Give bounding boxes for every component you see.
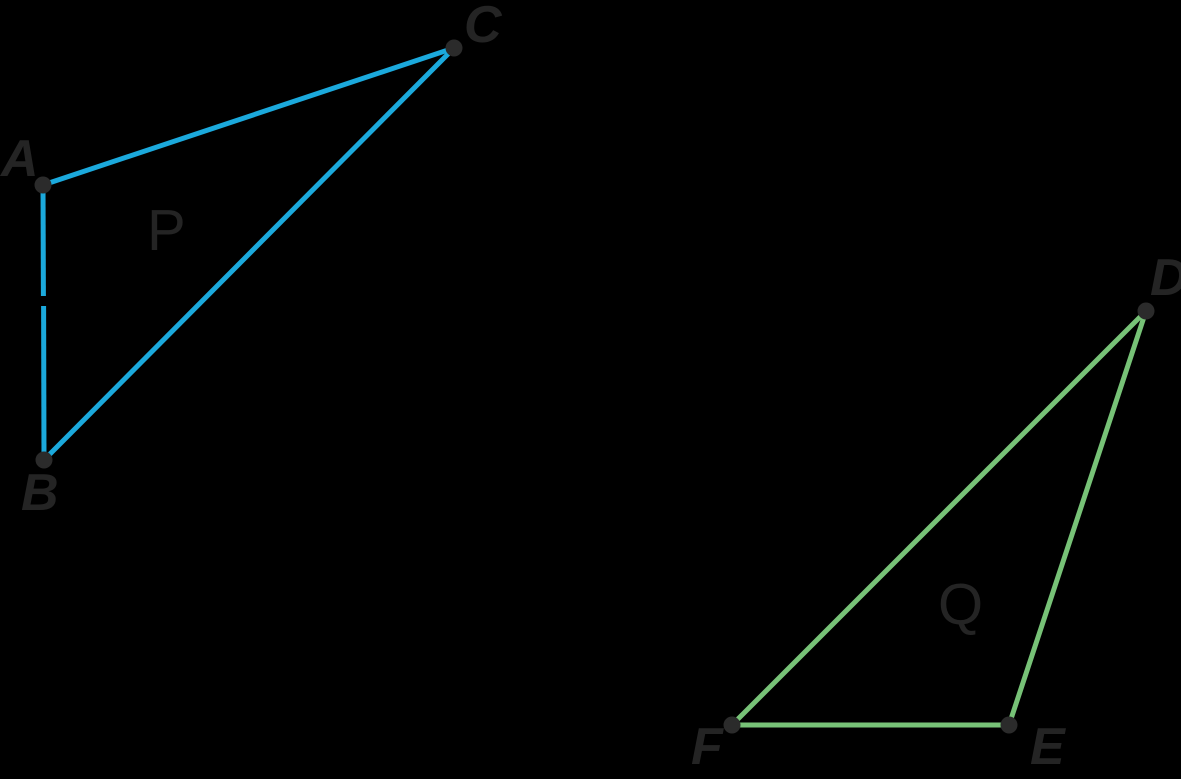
svg-text:D: D (1150, 249, 1181, 307)
svg-text:E: E (1030, 718, 1066, 776)
svg-text:C: C (464, 0, 503, 54)
svg-text:F: F (691, 718, 724, 776)
svg-text:P: P (147, 198, 186, 263)
svg-text:Q: Q (938, 572, 983, 637)
svg-text:A: A (0, 130, 39, 188)
svg-text:B: B (21, 464, 59, 522)
